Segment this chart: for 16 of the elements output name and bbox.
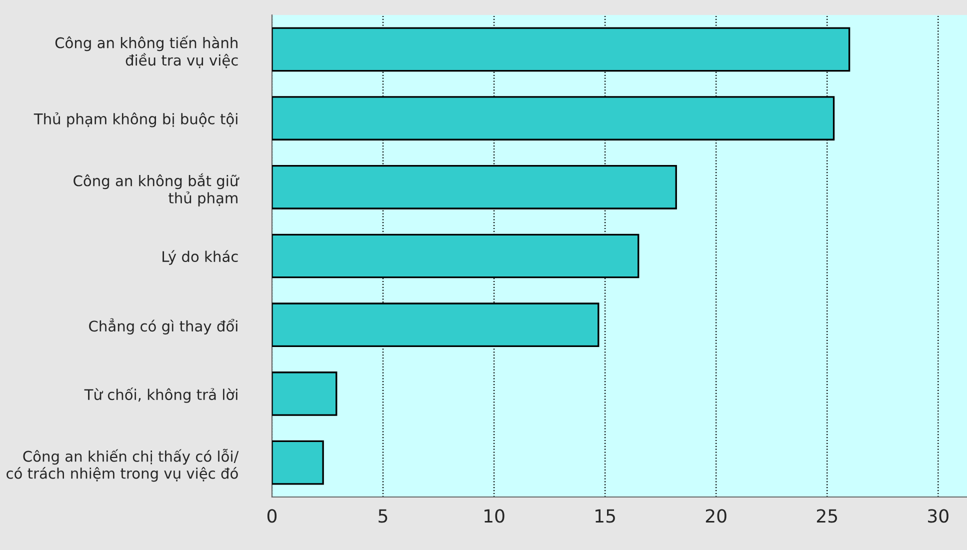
x-tick-label: 10 — [484, 509, 504, 523]
x-tick-label: 25 — [816, 509, 838, 523]
y-tick-label: Thủ phạm không bị buộc tội — [34, 112, 238, 128]
bar — [272, 440, 324, 485]
x-tick-label: 5 — [378, 509, 388, 523]
y-tick-label: Chẳng có gì thay đổi — [89, 318, 238, 334]
y-tick-label: Công an không bắt giữ thủ phạm — [74, 173, 240, 206]
y-tick-label: Công an khiến chị thấy có lỗi/ có trách nhiệm trong vụ việc đó — [6, 448, 239, 482]
y-tick-label: Công an không tiến hành điều tra vụ việc — [55, 36, 238, 68]
y-tick-label: Từ chối, không trả lời — [84, 388, 238, 403]
x-tick-label: 30 — [928, 509, 948, 523]
x-tick-label: 0 — [267, 509, 277, 523]
bar — [272, 372, 338, 416]
y-tick-label: Lý do khác — [162, 250, 238, 265]
x-tick-label: 20 — [706, 509, 726, 523]
x-tick-label: 15 — [596, 509, 615, 523]
